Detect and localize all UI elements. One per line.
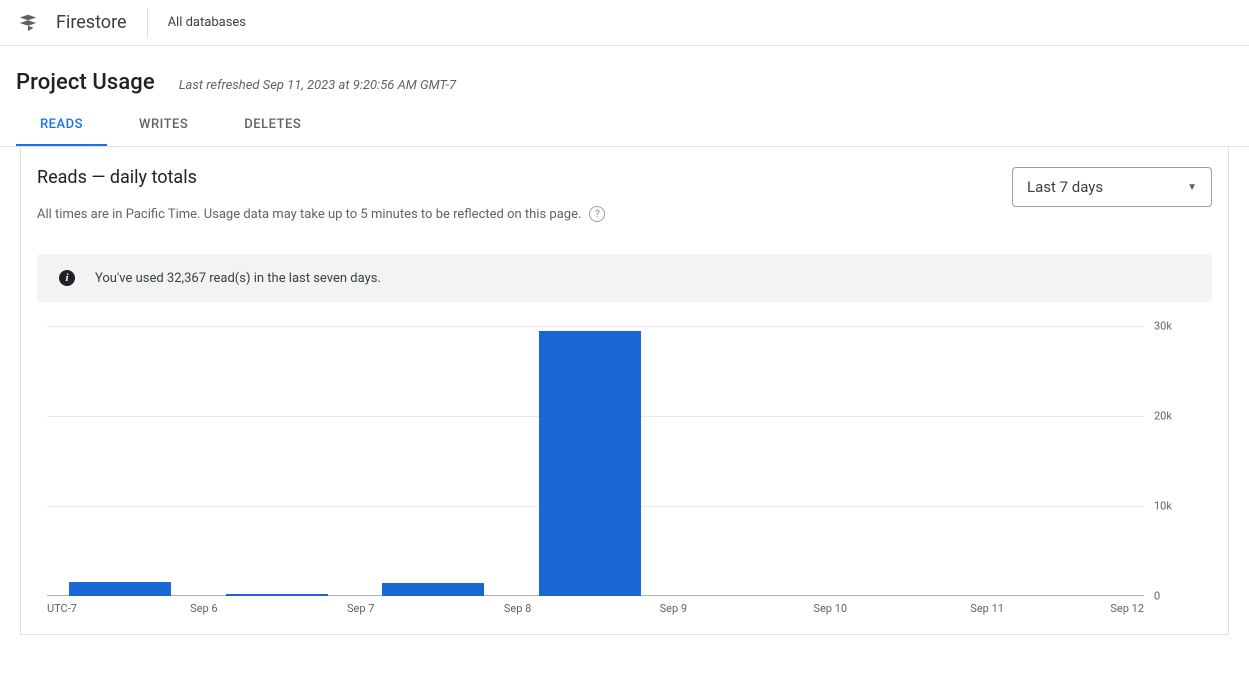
firestore-icon [16,11,40,35]
usage-tabs: READSWRITESDELETES [0,103,1249,147]
info-banner: i You've used 32,367 read(s) in the last… [37,254,1212,302]
chart-x-tick: UTC-7 [47,602,77,615]
app-header: Firestore All databases [0,0,1249,46]
product-name: Firestore [56,8,148,38]
tab-deletes[interactable]: DELETES [220,103,325,146]
chart-x-tick: Sep 10 [813,602,847,615]
chart-x-tick: Sep 9 [660,602,687,615]
info-icon: i [59,270,75,286]
page-title: Project Usage [16,70,155,95]
chart-gridline [47,326,1144,327]
chart-y-tick: 0 [1154,590,1194,603]
chart-y-tick: 20k [1154,410,1194,423]
chart-bar [69,582,171,596]
card-title: Reads — daily totals [37,167,996,188]
chart-x-tick: Sep 11 [970,602,1004,615]
card-subtext: All times are in Pacific Time. Usage dat… [37,207,581,222]
last-refreshed: Last refreshed Sep 11, 2023 at 9:20:56 A… [179,78,456,93]
chart-plot: 010k20k30k [47,326,1144,596]
chart-x-tick: Sep 12 [1110,602,1144,615]
database-selector[interactable]: All databases [164,15,246,30]
help-icon[interactable]: ? [589,206,605,222]
chart-x-tick: Sep 8 [504,602,531,615]
tab-writes[interactable]: WRITES [115,103,212,146]
chart-bar [539,331,641,597]
time-range-value: Last 7 days [1027,178,1103,196]
info-banner-text: You've used 32,367 read(s) in the last s… [95,271,381,286]
chart-y-tick: 10k [1154,500,1194,513]
reads-chart: 010k20k30k UTC-7 Sep 6 Sep 7 Sep 8 Sep 9 Sep … [37,326,1212,618]
chart-y-tick: 30k [1154,320,1194,333]
usage-card: Reads — daily totals All times are in Pa… [20,147,1229,635]
time-range-select[interactable]: Last 7 days ▼ [1012,167,1212,207]
tab-reads[interactable]: READS [16,103,107,146]
chart-x-tick: Sep 7 [347,602,374,615]
chart-x-axis: UTC-7 Sep 6 Sep 7 Sep 8 Sep 9 Sep 10 Sep 11 Sep… [47,596,1144,618]
page-header: Project Usage Last refreshed Sep 11, 202… [0,46,1249,103]
chevron-down-icon: ▼ [1187,182,1197,193]
chart-x-tick: Sep 6 [190,602,217,615]
chart-bar [382,583,484,596]
card-subtext-row: All times are in Pacific Time. Usage dat… [37,206,996,222]
